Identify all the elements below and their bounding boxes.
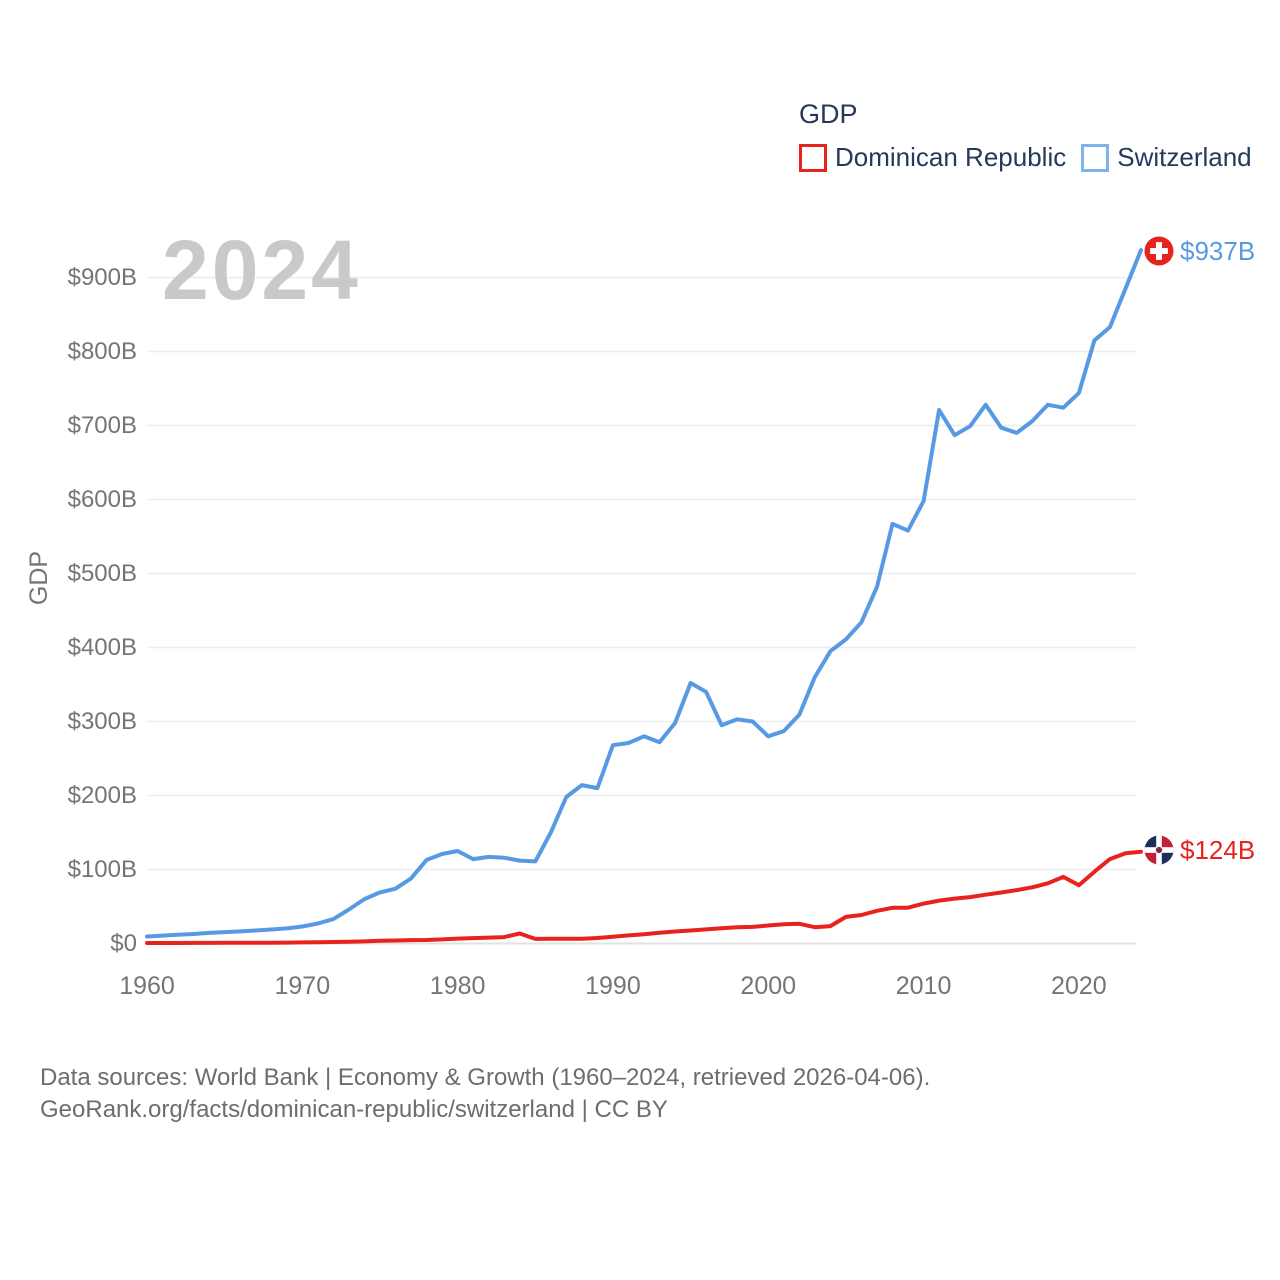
y-tick-label: $300B	[67, 707, 137, 735]
switzerland-line[interactable]	[145, 248, 1143, 939]
dominican-republic-end-value: $124B	[1180, 835, 1256, 865]
x-tick-label: 1960	[119, 972, 175, 1000]
chart-legend: Dominican Republic Switzerland	[799, 142, 1252, 173]
y-tick-label: $500B	[67, 559, 137, 587]
x-tick-label: 1970	[274, 972, 331, 1000]
switzerland-legend-label[interactable]: Switzerland	[1117, 142, 1252, 172]
y-tick-label: $100B	[67, 855, 137, 883]
dominican-republic-legend-label[interactable]: Dominican Republic	[835, 142, 1067, 172]
switzerland-end-value: $937B	[1180, 236, 1256, 266]
y-tick-label: $0	[110, 929, 137, 957]
switzerland-flag-icon	[1144, 236, 1174, 271]
x-tick-label: 2020	[1051, 972, 1107, 1000]
switzerland-legend-swatch[interactable]	[1081, 143, 1110, 172]
attribution-line: GeoRank.org/facts/dominican-republic/swi…	[40, 1096, 668, 1123]
y-tick-label: $700B	[67, 411, 137, 439]
legend-title: GDP	[799, 99, 858, 129]
dominican-republic-flag-icon	[1144, 835, 1174, 870]
y-tick-label: $800B	[67, 337, 137, 365]
data-source-line: Data sources: World Bank | Economy & Gro…	[40, 1064, 931, 1091]
x-tick-label: 2000	[740, 972, 797, 1000]
x-tick-label: 1980	[429, 972, 486, 1000]
x-tick-label: 1990	[585, 972, 641, 1000]
y-tick-label: $400B	[67, 633, 137, 661]
dominican-republic-legend-swatch[interactable]	[799, 143, 827, 172]
y-tick-label: $600B	[67, 485, 137, 513]
watermark-year: 2024	[162, 223, 361, 317]
dominican-republic-line[interactable]	[145, 849, 1143, 945]
x-tick-label: 2010	[895, 972, 952, 1000]
y-tick-label: $200B	[67, 781, 137, 809]
y-tick-label: $900B	[67, 263, 137, 291]
